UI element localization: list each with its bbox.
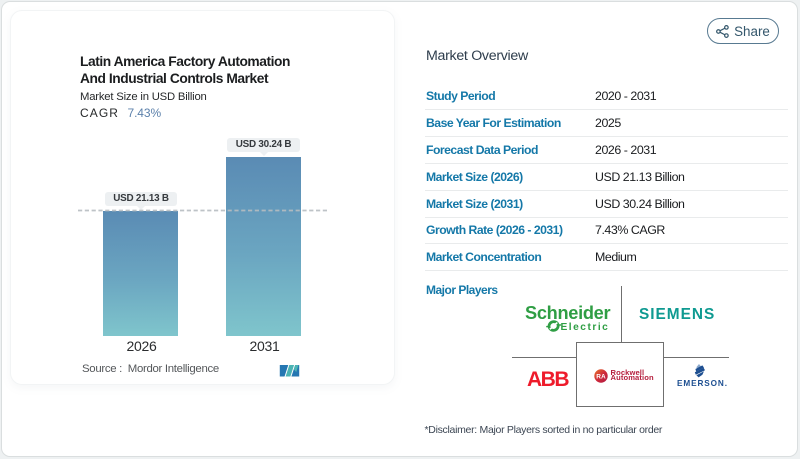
svg-text:RA: RA [596, 374, 606, 381]
